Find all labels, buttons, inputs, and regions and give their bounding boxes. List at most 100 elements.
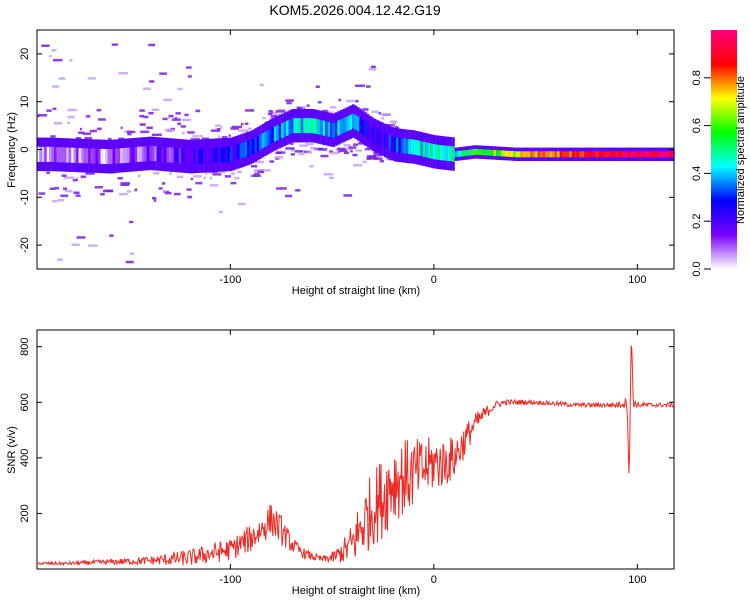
spectrogram-ridge-core	[249, 140, 253, 156]
spectrogram-ridge-core	[261, 133, 265, 149]
spectrogram-ridge-core	[559, 151, 563, 158]
spectrogram-ridge-core	[364, 121, 367, 137]
spectrogram-ridge-core	[225, 147, 228, 163]
spectrogram-ridge-core	[49, 146, 52, 162]
spectrogram-speckle	[143, 87, 152, 90]
spectrogram-speckle	[174, 192, 181, 196]
spectrogram-y-tick-label: 10	[19, 96, 31, 108]
spectrogram-speckle	[120, 182, 130, 185]
spectrogram-ridge-core	[650, 151, 653, 158]
spectrogram-ridge-core	[532, 151, 536, 158]
spectrogram-speckle	[146, 126, 153, 129]
spectrogram-speckle	[370, 65, 376, 69]
colorbar: 0.0 0.2 0.4 0.6 0.8 Normalized spectral ampl…	[691, 30, 747, 277]
spectrogram-speckle	[190, 177, 193, 181]
spectrogram-ridge-core	[166, 147, 169, 163]
spectrogram-ridge-core	[418, 140, 421, 156]
spectrogram-ridge-core	[102, 148, 106, 164]
spectrogram-ridge-core	[288, 119, 292, 135]
spectrogram-ridge-core	[618, 151, 621, 158]
spectrogram-ridge-core	[396, 137, 399, 153]
spectrogram-speckle	[61, 174, 67, 177]
spectrogram-speckle	[49, 54, 52, 58]
spectrogram-speckle	[63, 176, 73, 179]
spectrogram-speckle	[294, 150, 304, 153]
spectrogram-ridge-core	[415, 140, 419, 156]
spectrogram-speckle	[234, 176, 240, 180]
spectrogram-ridge-core	[593, 151, 597, 158]
spectrogram-ridge-core	[352, 113, 355, 129]
spectrogram-speckle	[127, 132, 132, 136]
spectrogram-speckle	[210, 184, 219, 187]
spectrogram-ridge-core	[273, 126, 277, 142]
spectrogram-ridge-core	[300, 118, 304, 134]
spectrogram-ridge-core	[432, 144, 436, 160]
spectrogram-speckle	[290, 149, 295, 152]
spectrogram-speckle	[184, 113, 189, 117]
spectrogram-ridge-core	[513, 151, 516, 158]
spectrogram-ridge-core	[408, 139, 411, 155]
spectrogram-speckle	[88, 244, 98, 247]
spectrogram-ridge-core	[596, 151, 599, 158]
spectrogram-ridge-core	[171, 147, 174, 163]
spectrogram-y-ticks: -20 -10 0 10 20	[19, 48, 674, 253]
spectrogram-ridge-core	[459, 150, 463, 157]
spectrogram-speckle	[182, 131, 185, 135]
spectrogram-ridge-core	[317, 119, 321, 135]
spectrogram-speckle	[46, 109, 52, 112]
spectrogram-ridge-core	[181, 148, 184, 164]
spectrogram-ridge-core	[198, 148, 201, 164]
spectrogram-speckle	[220, 126, 223, 129]
spectrogram-speckle	[210, 129, 221, 132]
spectrogram-ridge-core	[81, 148, 84, 164]
colorbar-tick-label: 0.8	[691, 70, 703, 85]
spectrogram-speckle	[224, 175, 231, 178]
spectrogram-ridge-core	[269, 128, 272, 144]
spectrogram-ridge-core	[286, 120, 289, 136]
spectrogram-speckle	[168, 114, 174, 118]
spectrogram-ridge-core	[320, 120, 323, 136]
spectrogram-ridge-core	[78, 148, 82, 164]
spectrogram-speckle	[205, 172, 208, 175]
spectrogram-ridge-core	[557, 151, 560, 158]
spectrogram-y-tick-label: 20	[19, 48, 31, 60]
spectrogram-ridge-core	[381, 131, 384, 147]
spectrogram-ridge-core	[608, 151, 612, 158]
spectrogram-speckle	[159, 72, 167, 75]
spectrogram-speckle	[215, 124, 221, 127]
snr-y-tick-label: 400	[19, 449, 31, 467]
spectrogram-ridge-core	[647, 151, 651, 158]
spectrogram-ridge-core	[430, 143, 433, 159]
spectrogram-speckle	[310, 147, 318, 150]
spectrogram-speckle	[328, 176, 334, 180]
spectrogram-speckle	[118, 72, 128, 75]
spectrogram-ridge-core	[334, 121, 338, 137]
spectrogram-ridge-core	[413, 139, 416, 155]
spectrogram-ridge-core	[498, 150, 502, 157]
spectrogram-ridge-core	[61, 147, 64, 163]
spectrogram-speckle	[186, 188, 192, 191]
spectrogram-ridge-core	[344, 116, 348, 132]
spectrogram-speckle	[343, 144, 351, 147]
spectrogram-speckle	[240, 122, 244, 126]
spectrogram-ridge-core	[173, 147, 177, 163]
spectrogram-ridge-core	[281, 122, 284, 138]
spectrogram-speckle	[374, 157, 383, 160]
spectrogram-ridge-core	[540, 151, 543, 158]
spectrogram-speckle	[82, 132, 91, 135]
spectrogram-ridge-core	[471, 149, 475, 156]
spectrogram-ridge-core	[440, 145, 443, 161]
spectrogram-ridge-core	[63, 147, 67, 163]
spectrogram-x-tick-label: 0	[431, 274, 437, 286]
spectrogram-ridge-core	[400, 138, 404, 154]
spectrogram-ridge-core	[520, 151, 524, 158]
spectrogram-ridge-core	[144, 146, 148, 162]
spectrogram-ridge-core	[73, 147, 77, 163]
spectrogram-speckle	[378, 112, 382, 115]
spectrogram-ridge-core	[606, 151, 609, 158]
spectrogram-ridge-core	[151, 146, 155, 162]
spectrogram-ridge-core	[220, 147, 223, 163]
spectrogram-speckle	[169, 172, 172, 175]
spectrogram-speckle	[80, 127, 82, 131]
